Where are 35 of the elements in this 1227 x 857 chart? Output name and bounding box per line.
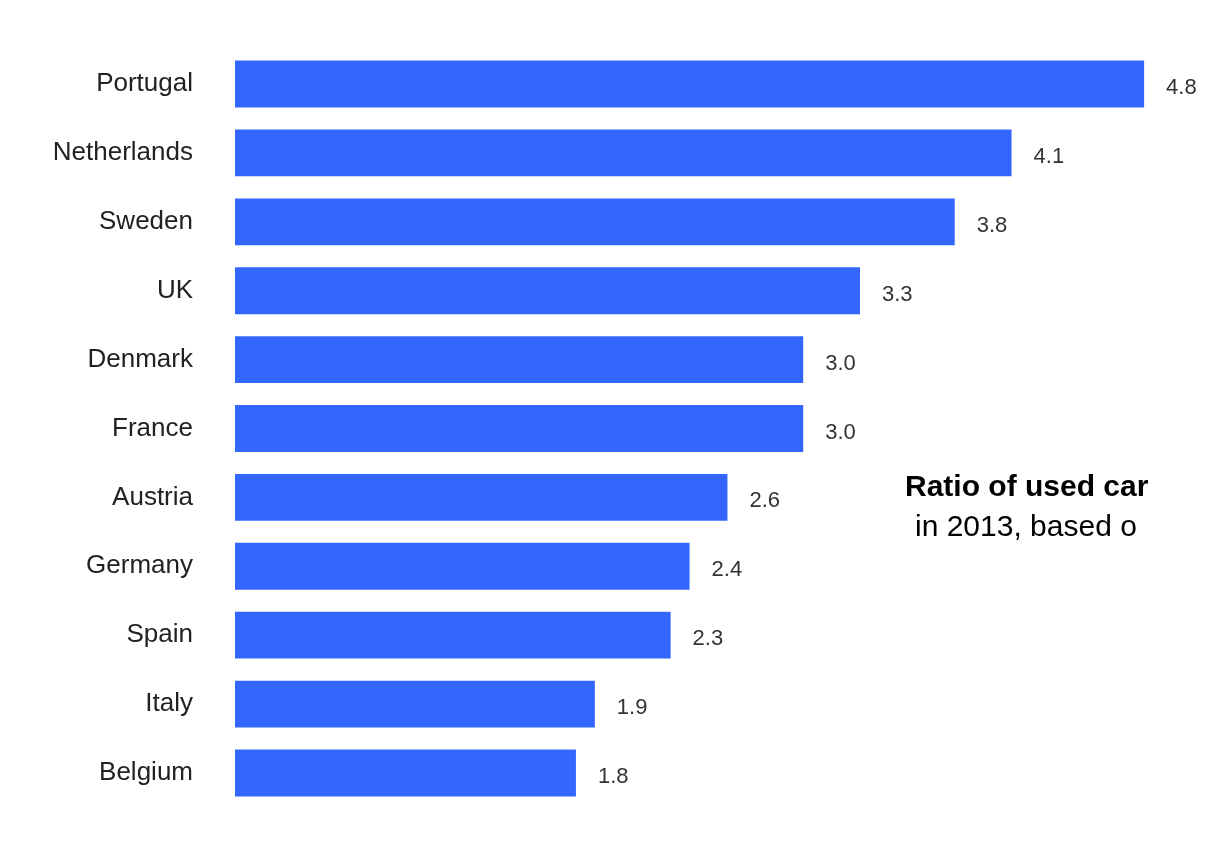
y-tick-label: Denmark	[87, 342, 194, 373]
y-tick-label: Spain	[126, 618, 193, 649]
data-label: 3.3	[882, 280, 913, 306]
bar	[235, 129, 1012, 177]
data-label: 2.4	[711, 556, 743, 582]
data-label: 3.0	[825, 418, 856, 444]
data-label: 2.3	[692, 625, 724, 651]
y-tick-label: Germany	[86, 549, 193, 580]
y-tick-label: Belgium	[99, 756, 193, 787]
bar	[235, 473, 728, 521]
data-label: 1.9	[616, 694, 648, 720]
y-tick-label: France	[112, 411, 193, 442]
bar	[235, 267, 861, 315]
bar	[235, 198, 955, 246]
bar	[235, 542, 690, 590]
y-tick-label: Italy	[145, 687, 193, 718]
bar	[235, 405, 804, 452]
data-label: 3.0	[825, 349, 856, 375]
y-tick-label: Sweden	[99, 205, 193, 235]
y-tick-label: Portugal	[96, 67, 193, 98]
data-label: 3.8	[976, 211, 1008, 237]
y-tick-label: Netherlands	[52, 136, 193, 167]
annotation: in 2013, based o	[914, 508, 1138, 544]
y-tick-label: Austria	[112, 480, 194, 511]
y-tick-label: UK	[156, 273, 194, 304]
data-label: 4.1	[1033, 143, 1065, 168]
data-label: 4.8	[1166, 74, 1197, 100]
data-label: 1.8	[597, 763, 629, 789]
bar	[235, 336, 804, 384]
bar	[235, 611, 671, 659]
bar	[235, 60, 1145, 108]
bar	[235, 749, 576, 797]
data-label: 2.6	[749, 487, 781, 513]
bar	[235, 680, 595, 728]
annotation: Ratio of used car	[905, 468, 1149, 504]
